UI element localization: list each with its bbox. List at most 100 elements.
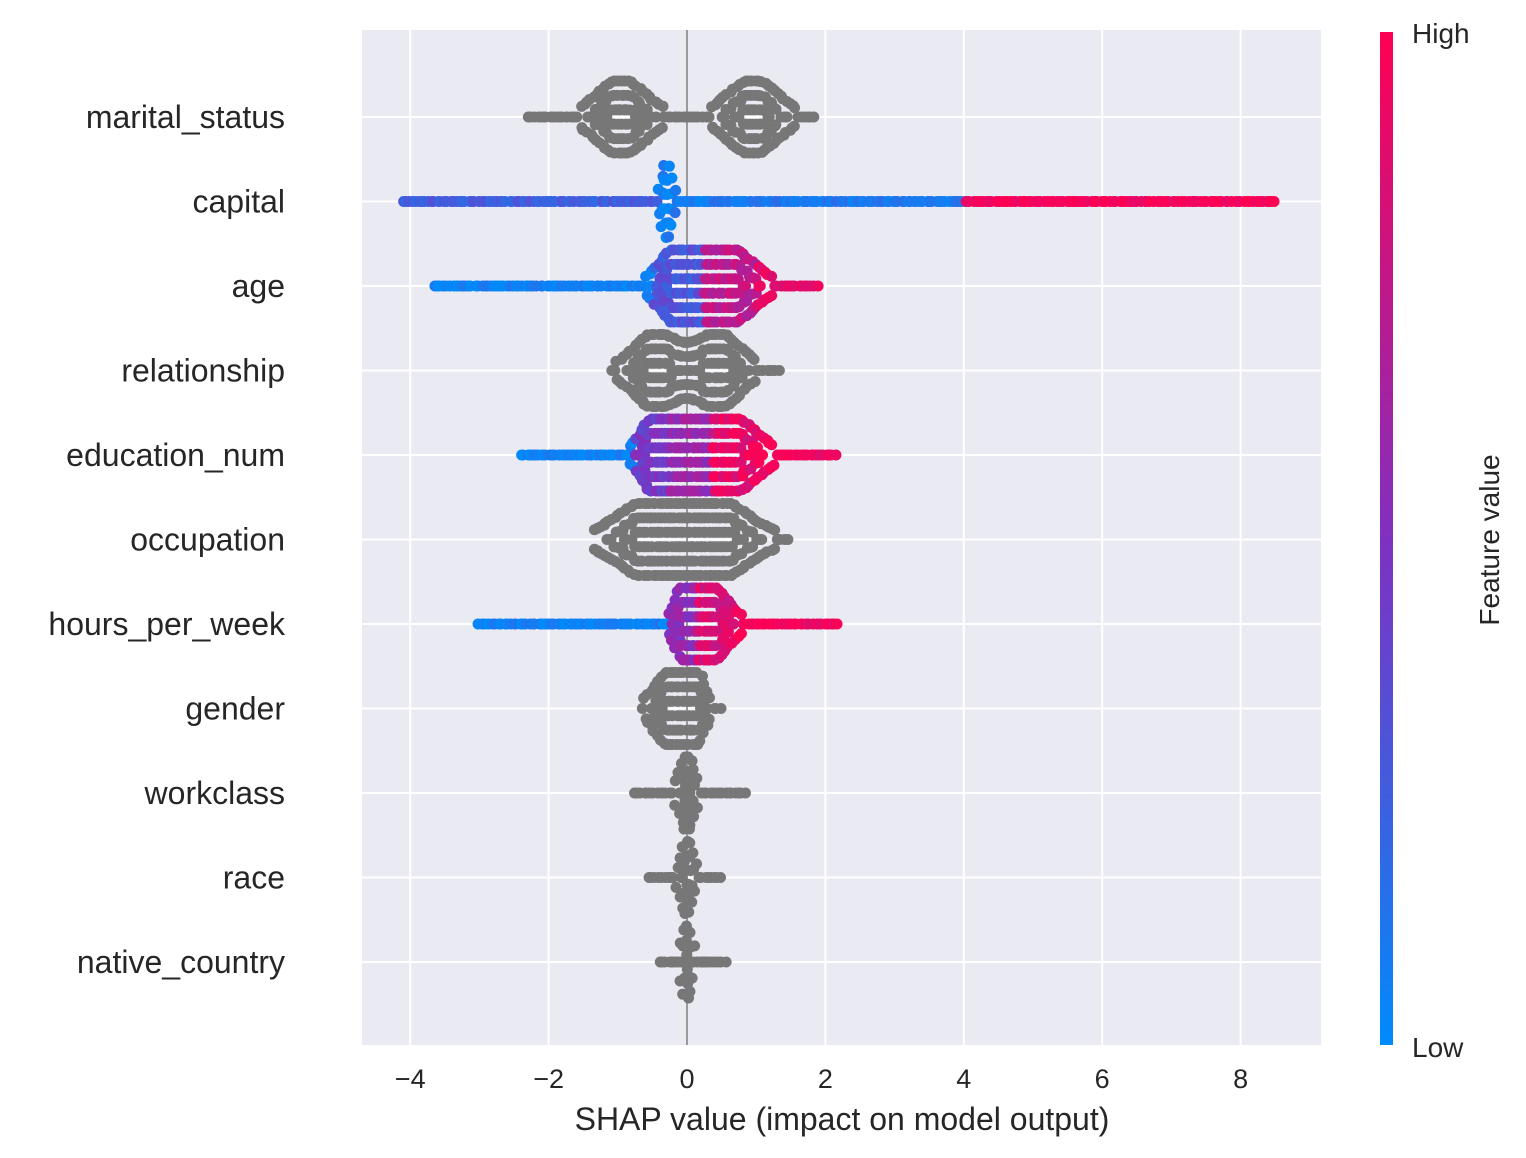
shap-point — [739, 787, 751, 799]
shap-point — [571, 111, 583, 123]
colorbar — [1380, 32, 1393, 1045]
x-tick-label: −4 — [395, 1064, 426, 1094]
shap-point — [663, 231, 675, 243]
feature-label: hours_per_week — [48, 606, 286, 642]
shap-point — [769, 543, 781, 555]
shap-point — [691, 772, 703, 784]
shap-point — [666, 172, 678, 184]
x-tick-label: 4 — [956, 1064, 971, 1094]
feature-label: marital_status — [86, 99, 285, 135]
shap-point — [687, 763, 699, 775]
shap-point — [657, 100, 669, 112]
shap-point — [773, 365, 785, 376]
x-tick-label: −2 — [533, 1064, 564, 1094]
shap-point — [691, 858, 703, 870]
shap-point — [812, 280, 824, 292]
shap-point — [782, 534, 794, 545]
shap-point — [683, 906, 695, 918]
shap-point — [766, 270, 778, 282]
shap-point — [691, 802, 703, 814]
shap-point — [609, 365, 621, 376]
x-tick-label: 6 — [1095, 1064, 1110, 1094]
shap-point — [766, 290, 778, 302]
shap-point — [715, 703, 727, 714]
shap-point — [781, 111, 793, 123]
shap-point — [670, 184, 682, 196]
shap-point — [686, 972, 698, 984]
shap-point — [635, 111, 647, 123]
shap-point — [686, 896, 698, 908]
feature-label: age — [232, 268, 285, 304]
x-tick-label: 2 — [818, 1064, 833, 1094]
feature-label: capital — [193, 184, 286, 220]
shap-point — [684, 926, 696, 938]
shap-point — [663, 160, 675, 172]
shap-point — [689, 940, 701, 952]
shap-point — [703, 111, 715, 123]
shap-point — [789, 102, 801, 114]
shap-point — [689, 885, 700, 897]
shap-point — [720, 956, 732, 968]
shap-point — [684, 837, 696, 849]
shap-point — [669, 207, 681, 219]
shap-point — [651, 196, 663, 207]
shap-point — [696, 670, 708, 682]
shap-point — [831, 618, 843, 630]
beeswarm-points — [398, 75, 1280, 1004]
shap-point — [737, 534, 749, 545]
shap-point — [701, 703, 713, 714]
shap-point — [740, 280, 752, 292]
feature-label: workclass — [144, 775, 285, 811]
shap-point — [766, 439, 778, 451]
shap-point — [703, 692, 715, 704]
shap-point — [757, 449, 769, 461]
colorbar-high-label: High — [1412, 18, 1470, 49]
feature-label: race — [223, 860, 285, 896]
shap-point — [684, 819, 696, 831]
feature-label: occupation — [130, 522, 285, 558]
shap-point — [770, 119, 782, 131]
shap-point — [621, 449, 633, 461]
shap-point — [770, 103, 782, 115]
x-tick-labels: −4 −2 0 2 4 6 8 — [395, 1064, 1248, 1094]
shap-point — [756, 534, 768, 545]
shap-point — [687, 847, 699, 859]
shap-point — [650, 111, 662, 123]
shap-point — [1268, 196, 1280, 207]
feature-label: education_num — [66, 437, 285, 473]
plot-background — [362, 30, 1321, 1045]
shap-point — [703, 713, 715, 725]
colorbar-title: Feature value — [1474, 454, 1505, 625]
x-tick-label: 8 — [1233, 1064, 1248, 1094]
shap-point — [749, 375, 761, 387]
shap-point — [688, 811, 700, 823]
shap-point — [666, 787, 678, 799]
feature-label: native_country — [77, 944, 285, 980]
feature-label: gender — [185, 691, 285, 727]
shap-point — [686, 755, 698, 767]
shap-point — [665, 219, 677, 231]
shap-point — [788, 120, 800, 132]
shap-point — [656, 122, 668, 134]
shap-point — [735, 609, 747, 621]
shap-point — [830, 449, 842, 461]
colorbar-low-label: Low — [1412, 1032, 1464, 1063]
shap-point — [637, 280, 649, 292]
feature-label: relationship — [121, 353, 285, 389]
shap-point — [670, 881, 682, 893]
shap-point — [684, 986, 696, 998]
x-axis-title: SHAP value (impact on model output) — [575, 1101, 1110, 1137]
shap-point — [667, 872, 679, 883]
shap-point — [748, 354, 760, 366]
shap-point — [715, 872, 727, 883]
shap-point — [727, 618, 739, 630]
shap-point — [808, 111, 820, 123]
x-tick-label: 0 — [679, 1064, 694, 1094]
shap-point — [636, 703, 648, 714]
shap-point — [735, 627, 747, 639]
shap-point — [769, 524, 781, 536]
shap-point — [763, 111, 775, 123]
shap-point — [768, 459, 780, 471]
